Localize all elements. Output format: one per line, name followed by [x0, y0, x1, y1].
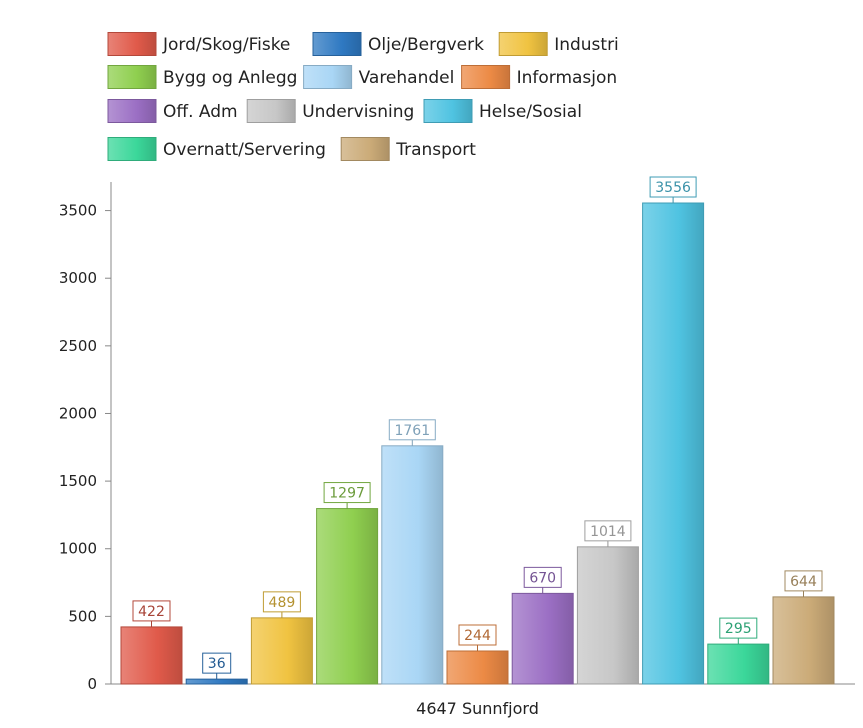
legend-swatch [340, 137, 390, 161]
value-label-box [458, 624, 497, 646]
value-label: 489 [269, 595, 296, 611]
bar-off-adm[interactable] [511, 592, 574, 685]
value-label: 644 [790, 574, 817, 590]
bar-transport[interactable] [772, 596, 835, 685]
legend-swatch [107, 32, 157, 56]
legend-swatch [107, 99, 157, 123]
bar-varehandel[interactable] [381, 445, 444, 685]
legend-item-informasjon[interactable]: Informasjon [461, 65, 618, 89]
value-label: 670 [529, 570, 556, 586]
value-label: 295 [725, 621, 752, 637]
legend-swatch [461, 65, 511, 89]
y-tick-label: 3500 [59, 202, 97, 220]
legend-label: Jord/Skog/Fiske [162, 35, 290, 55]
value-label: 3556 [655, 180, 691, 196]
bar-olje-bergverk[interactable] [185, 678, 248, 685]
legend-item-bygg-og-anlegg[interactable]: Bygg og Anlegg [107, 65, 297, 89]
value-label-box [323, 482, 371, 504]
bar-overnatt-servering[interactable] [707, 643, 770, 685]
legend-swatch [246, 99, 296, 123]
legend-label: Industri [554, 35, 619, 55]
bar-jord-skog-fiske[interactable] [120, 626, 183, 685]
value-label: 1014 [590, 524, 626, 540]
legend-label: Informasjon [517, 68, 618, 88]
bar-helse-sosial[interactable] [642, 202, 705, 685]
legend-swatch [312, 32, 362, 56]
y-tick-label: 1500 [59, 472, 97, 490]
legend-swatch [498, 32, 548, 56]
legend-swatch [107, 137, 157, 161]
y-tick-label: 3000 [59, 269, 97, 287]
legend-label: Overnatt/Servering [163, 140, 326, 160]
y-tick-label: 0 [87, 675, 97, 693]
value-label-box [784, 570, 823, 592]
bar-industri[interactable] [250, 617, 313, 685]
legend-item-undervisning[interactable]: Undervisning [246, 99, 414, 123]
legend-swatch [107, 65, 157, 89]
value-label-box [523, 566, 562, 588]
legend-label: Off. Adm [163, 102, 238, 122]
y-tick-label: 500 [68, 607, 97, 625]
bars [120, 202, 835, 685]
value-label-box [202, 652, 232, 674]
value-label: 1297 [329, 486, 365, 502]
value-labels: 422 36 489 1297 1761 244 670 1014 3556 295 644 [132, 176, 823, 680]
bar-informasjon[interactable] [446, 650, 509, 685]
legend-label: Varehandel [359, 68, 455, 88]
legend-item-helse-sosial[interactable]: Helse/Sosial [423, 99, 582, 123]
legend-item-olje-bergverk[interactable]: Olje/Bergverk [312, 32, 484, 56]
value-label: 1761 [394, 423, 430, 439]
legend-swatch [303, 65, 353, 89]
value-label-box [719, 617, 758, 639]
y-tick-label: 2500 [59, 337, 97, 355]
legend-item-transport[interactable]: Transport [340, 137, 476, 161]
x-category-label: 4647 Sunnfjord [416, 699, 539, 718]
legend-label: Undervisning [302, 102, 414, 122]
legend-item-varehandel[interactable]: Varehandel [303, 65, 455, 89]
x-axis: 4647 Sunnfjord [416, 699, 539, 718]
value-label-box [584, 520, 632, 542]
value-label-box [649, 176, 697, 198]
legend-item-jord-skog-fiske[interactable]: Jord/Skog/Fiske [107, 32, 290, 56]
y-tick-label: 1000 [59, 540, 97, 558]
value-label: 244 [464, 628, 491, 644]
legend-swatch [423, 99, 473, 123]
value-label-box [132, 600, 171, 622]
value-label-box [388, 419, 436, 441]
value-label: 36 [208, 656, 226, 672]
legend-item-overnatt-servering[interactable]: Overnatt/Servering [107, 137, 326, 161]
bar-undervisning[interactable] [576, 546, 639, 685]
value-label: 422 [138, 604, 165, 620]
legend-label: Helse/Sosial [479, 102, 582, 122]
y-axis: 0 500 1000 1500 2000 2500 3000 3500 [59, 182, 855, 693]
legend-item-off-adm[interactable]: Off. Adm [107, 99, 238, 123]
legend-item-industri[interactable]: Industri [498, 32, 619, 56]
legend-label: Transport [395, 140, 476, 160]
legend: Jord/Skog/Fiske Olje/Bergverk Industri Bygg… [107, 32, 619, 161]
legend-label: Bygg og Anlegg [163, 68, 297, 88]
legend-label: Olje/Bergverk [368, 35, 484, 55]
y-tick-label: 2000 [59, 404, 97, 422]
value-label-box [262, 591, 301, 613]
bar-bygg-og-anlegg[interactable] [316, 508, 379, 685]
